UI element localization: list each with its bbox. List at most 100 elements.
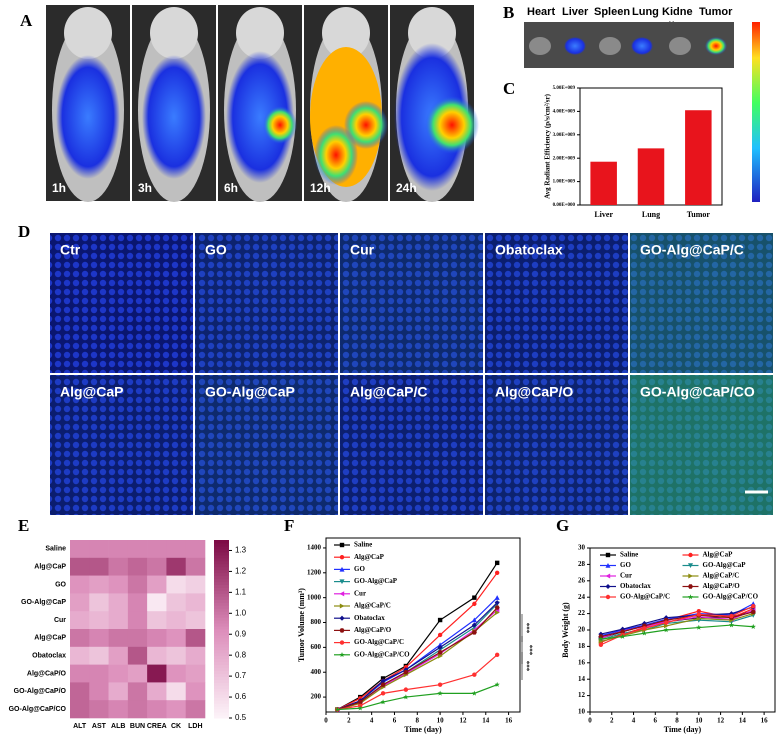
micrograph (340, 375, 483, 515)
colorbar-step (214, 554, 229, 559)
x-tick-label: Lung (642, 210, 660, 219)
legend-label: GO (620, 561, 631, 569)
colorbar-label: 0.5 (235, 713, 247, 722)
organ (529, 37, 551, 55)
colorbar-step (214, 658, 229, 663)
colorbar-step (214, 694, 229, 698)
signal (142, 55, 206, 179)
heat-cell (147, 646, 167, 665)
legend-label: Obatoclax (620, 582, 651, 590)
y-tick-label: 24 (578, 593, 586, 601)
heat-cell (70, 557, 90, 576)
heat-cell (108, 575, 129, 594)
micrograph (50, 233, 193, 373)
heat-cell (127, 593, 148, 612)
colorbar-step (214, 664, 229, 669)
heat-cell (70, 700, 90, 719)
organ (564, 37, 586, 55)
colorbar-step (214, 611, 229, 615)
bar (590, 161, 617, 205)
y-axis-title: Tumor Volume (mm³) (297, 588, 306, 662)
colorbar-step (214, 667, 229, 672)
heat-cell (127, 611, 148, 630)
data-point (696, 612, 702, 617)
colorbar-step (214, 545, 229, 550)
panel-letter: F (284, 516, 294, 535)
colorbar-step (214, 551, 229, 556)
x-tick-label: 6 (654, 717, 658, 725)
colorbar-step (214, 673, 229, 677)
group-label: GO (205, 242, 227, 258)
legend-label: GO-Alg@CaP (354, 577, 398, 585)
colorbar-step (214, 548, 229, 553)
heat-cell (147, 611, 167, 630)
heat-cell (166, 611, 187, 630)
mouse-head (150, 7, 198, 59)
legend-marker (339, 615, 345, 621)
heat-cell (108, 629, 129, 648)
y-tick-label: 20 (578, 626, 586, 634)
legend-label: Saline (354, 541, 372, 549)
data-point (620, 629, 626, 634)
y-tick-label: 2.00E+009 (553, 156, 576, 161)
y-tick-label: 22 (578, 609, 586, 617)
heat-cell (166, 646, 187, 665)
group-label: Cur (350, 242, 375, 258)
bar (637, 148, 665, 205)
heat-cell (127, 646, 148, 665)
colorbar-step (214, 643, 229, 648)
panel-letter: G (556, 516, 569, 535)
colorbar-step (214, 542, 229, 547)
colorbar-step (214, 715, 229, 719)
heat-cell (89, 557, 109, 576)
legend-label: Alg@CaP/C (354, 602, 391, 610)
time-label: 6h (224, 181, 238, 195)
organ-label: Liver (562, 6, 589, 18)
legend-label: Alg@CaP/O (354, 626, 392, 634)
legend-marker (339, 603, 345, 609)
colorbar-step (214, 631, 229, 636)
heat-cell (89, 629, 109, 648)
data-point (471, 690, 477, 696)
heat-cell (185, 664, 206, 683)
y-axis-title: Body Weight (g) (561, 602, 570, 658)
colorbar-step (214, 679, 229, 683)
colorbar-step (214, 623, 229, 627)
heat-cell (147, 700, 167, 719)
legend-marker (687, 594, 694, 600)
y-tick-label: 1200 (307, 568, 322, 576)
colorbar-step (214, 602, 229, 606)
data-point (472, 672, 477, 677)
time-label: 1h (52, 181, 66, 195)
column-label: BUN (130, 723, 145, 730)
data-point (471, 630, 477, 635)
heat-cell (147, 557, 167, 576)
legend-marker (605, 594, 611, 600)
group-label: Obatoclax (495, 242, 563, 258)
colorbar-step (214, 578, 229, 583)
data-point (357, 699, 363, 705)
x-tick-label: Liver (594, 210, 613, 219)
signal (226, 51, 294, 183)
x-tick-label: 16 (505, 717, 513, 725)
micrograph (630, 233, 773, 373)
row-label: Cur (54, 617, 66, 624)
panel-letter: B (503, 3, 514, 22)
micrograph (195, 233, 338, 373)
mouse-head (64, 7, 112, 59)
data-point (494, 681, 500, 687)
heat-cell (166, 593, 187, 612)
legend-marker (339, 628, 345, 633)
legend-label: GO-Alg@CaP/CO (354, 650, 410, 658)
colorbar-label: 0.7 (235, 671, 247, 680)
heat-cell (89, 664, 109, 683)
heat-cell (147, 593, 167, 612)
organ-label: Kidne (662, 6, 693, 18)
colorbar-step (214, 587, 229, 591)
plot-frame (325, 537, 521, 713)
data-point (380, 682, 386, 687)
colorbar-step (214, 569, 229, 574)
colorbar-step (214, 709, 229, 713)
x-axis-title: Time (day) (404, 725, 442, 734)
legend-label: Alg@CaP (703, 551, 734, 559)
